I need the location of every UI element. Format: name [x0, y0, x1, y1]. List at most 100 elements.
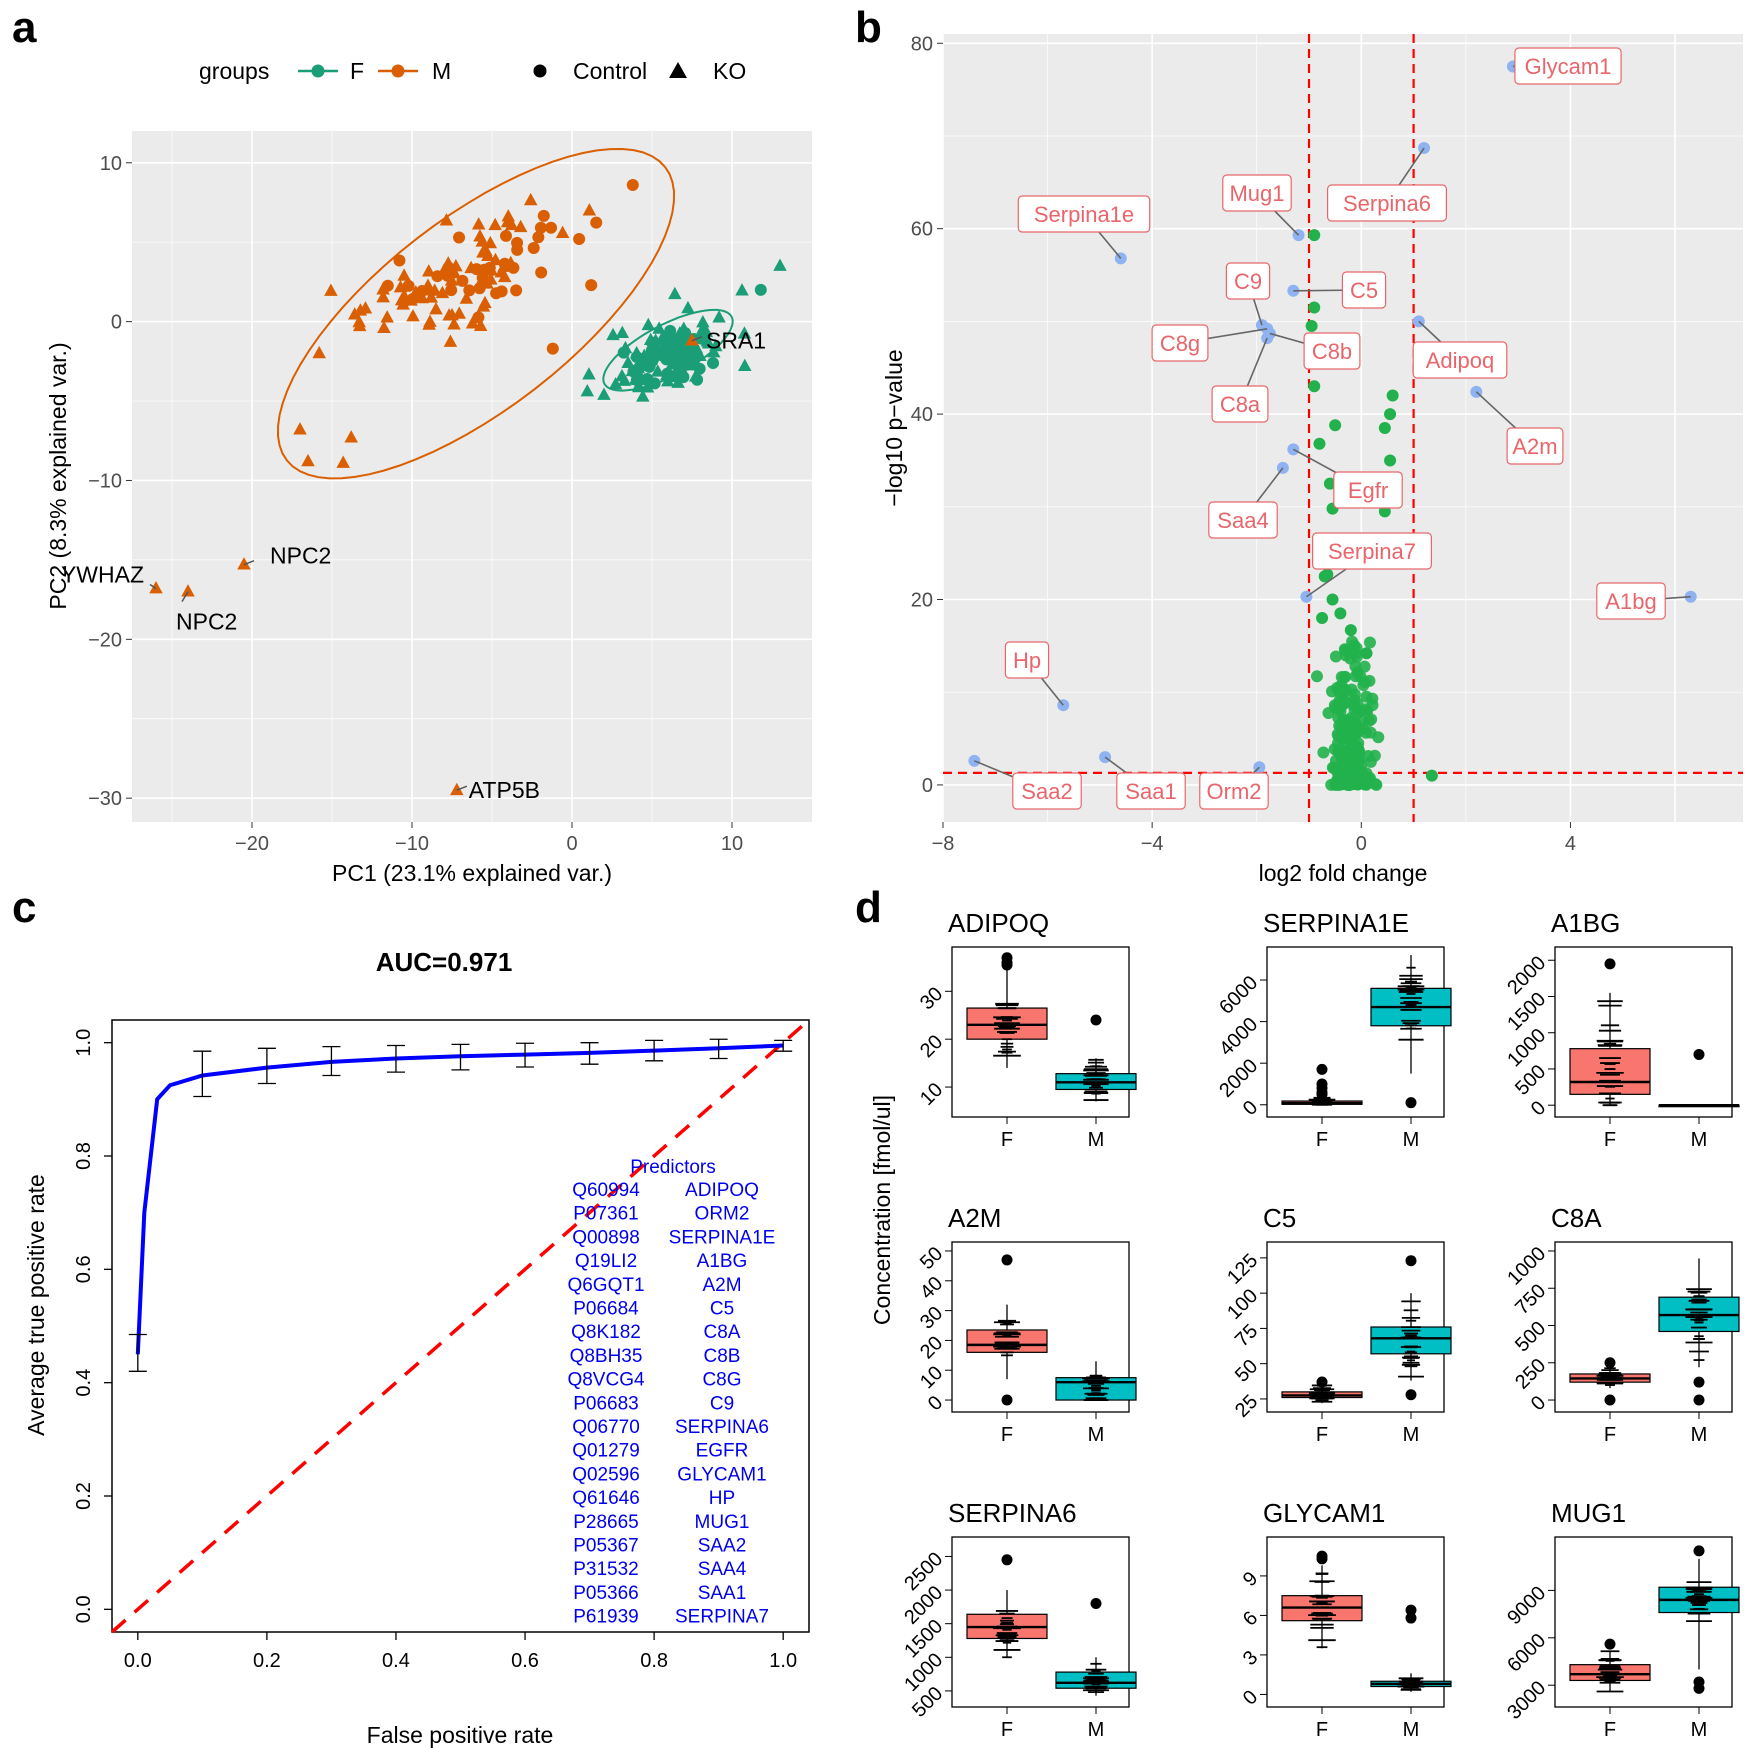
pca-point-control — [535, 266, 548, 279]
volcano-point-nonsig — [1346, 718, 1359, 731]
predictor-accession: P06683 — [573, 1393, 639, 1414]
volcano-point-nonsig — [1425, 769, 1438, 782]
predictor-accession: P61939 — [573, 1607, 639, 1628]
predictor-gene: SERPINA6 — [675, 1417, 769, 1438]
volcano-label-text: Saa4 — [1217, 508, 1268, 533]
pca-point-control — [472, 311, 485, 324]
pca-point-ko — [301, 453, 315, 467]
pca-point-control — [476, 271, 489, 284]
boxplot-x-tick-label: F — [1001, 1129, 1013, 1151]
volcano-y-axis-title: −log10 p−value — [881, 349, 907, 506]
volcano-point-nonsig — [1316, 612, 1329, 625]
volcano-point-nonsig — [1333, 702, 1346, 715]
boxplot-title: SERPINA6 — [948, 1498, 1077, 1528]
boxplot-x-tick-label: M — [1088, 1129, 1105, 1151]
pca-point-control — [546, 342, 559, 355]
volcano-label-text: C9 — [1234, 269, 1262, 294]
legend-marker-control — [533, 64, 547, 78]
volcano-point-nonsig — [1329, 419, 1342, 432]
pca-point-ko — [641, 317, 656, 331]
roc-diagonal-line — [110, 1018, 811, 1634]
pca-annotations: SRA1 YWHAZ NPC2 NPC2 ATP5B — [61, 328, 766, 804]
boxplot-y-tick-label: 20 — [916, 1031, 947, 1062]
pca-point-control — [617, 346, 630, 359]
pca-point-control — [397, 296, 410, 309]
pca-point-ko — [423, 314, 437, 327]
volcano-point-nonsig — [1386, 389, 1399, 402]
volcano-point-nonsig — [1363, 636, 1376, 649]
volcano-label-box — [1341, 271, 1387, 309]
boxplot-adipoq: ADIPOQ 10 20 30 F M — [916, 908, 1137, 1151]
pca-point-ko — [377, 320, 391, 334]
volcano-label-box — [1333, 471, 1403, 509]
pca-point-ko — [513, 219, 528, 233]
volcano-label-box — [1211, 385, 1269, 423]
volcano-label-text: C8a — [1220, 392, 1261, 417]
volcano-point-nonsig — [1344, 624, 1357, 637]
pca-point-ko — [439, 213, 454, 226]
pca-point-control — [498, 257, 511, 270]
boxplot-title: A1BG — [1551, 908, 1620, 938]
pca-point-control — [660, 330, 673, 343]
pca-point-control — [470, 263, 483, 276]
predictor-gene: C8B — [704, 1346, 741, 1367]
predictor-gene: SAA1 — [698, 1583, 747, 1604]
boxplot-outlier — [1405, 1604, 1417, 1616]
boxplot-outlier — [1001, 959, 1013, 971]
boxplot-y-tick-label: 40 — [916, 1273, 947, 1304]
volcano-point-nonsig — [1332, 711, 1345, 724]
volcano-x-tick-label: −8 — [932, 833, 955, 855]
boxplot-y-tick-label: 25 — [1231, 1391, 1262, 1422]
boxplot-y-tick-label: 9 — [1239, 1568, 1262, 1591]
predictor-accession: P06684 — [573, 1299, 639, 1320]
boxplot-y-tick-label: 3000 — [1503, 1677, 1550, 1724]
pca-x-tick-label: −10 — [395, 833, 429, 855]
pca-point-ko — [443, 334, 458, 347]
predictor-gene: HP — [709, 1488, 735, 1509]
boxplot-outlier — [1001, 1394, 1013, 1406]
pca-point-control — [667, 370, 680, 383]
boxplot-y-tick-label: 500 — [1511, 1317, 1550, 1356]
boxplot-glycam1: GLYCAM1 0 3 6 9 F M — [1239, 1498, 1452, 1741]
legend-marker-ko — [669, 62, 687, 78]
roc-x-tick-label: 0.6 — [511, 1650, 539, 1672]
pca-point-ko — [582, 203, 597, 216]
volcano-label-text: Mug1 — [1229, 181, 1284, 206]
legend-label-f: F — [350, 58, 364, 84]
volcano-label-box — [1311, 532, 1432, 570]
pca-point-ko — [671, 375, 685, 388]
boxplot-outlier — [1316, 1376, 1328, 1388]
pca-point-ko — [358, 301, 373, 314]
roc-y-tick-label: 0.8 — [73, 1142, 95, 1170]
roc-y-tick-label: 0.0 — [73, 1595, 95, 1623]
boxplot-y-tick-label: 75 — [1231, 1320, 1262, 1351]
legend-label-ko: KO — [713, 58, 746, 84]
predictor-accession: Q8BH35 — [570, 1346, 643, 1367]
pca-point-ko — [650, 364, 665, 377]
pca-annotation-label: YWHAZ — [61, 561, 144, 587]
boxplot-title: C8A — [1551, 1203, 1602, 1233]
pca-point-control — [402, 279, 415, 292]
volcano-label-text: Serpina6 — [1343, 191, 1431, 216]
legend-title-groups: groups — [199, 58, 269, 84]
roc-y-tick-label: 0.2 — [73, 1482, 95, 1510]
roc-x-tick-label: 0.4 — [382, 1650, 410, 1672]
pca-y-tick-label: 0 — [111, 312, 122, 334]
boxplot-y-tick-label: 4000 — [1215, 1013, 1262, 1060]
boxplot-y-tick-label: 1000 — [1503, 1024, 1550, 1071]
volcano-label-box — [1303, 332, 1361, 370]
pca-point-control — [754, 283, 767, 296]
volcano-point-nonsig — [1329, 650, 1342, 663]
pca-point-ko — [685, 333, 699, 346]
roc-x-tick-label: 0.8 — [640, 1650, 668, 1672]
roc-curve — [135, 1043, 784, 1355]
pca-point-ko — [773, 258, 787, 271]
boxplot-y-tick-label: 30 — [916, 1302, 947, 1333]
pca-point-ko — [344, 430, 358, 443]
pca-point-ko — [476, 245, 490, 258]
pca-point-ko — [661, 374, 675, 387]
legend-label-control: Control — [573, 58, 647, 84]
